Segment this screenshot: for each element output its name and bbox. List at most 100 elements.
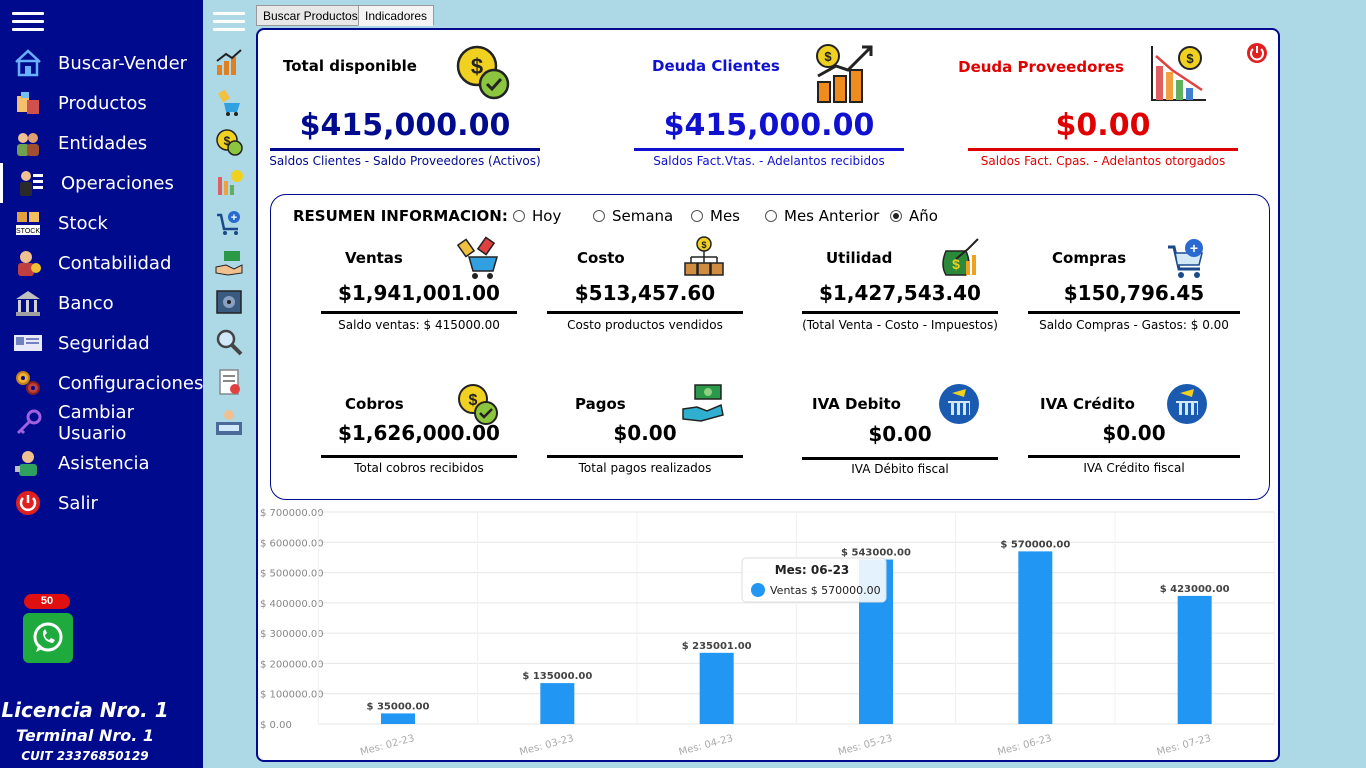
svg-text:+: +: [1190, 240, 1198, 256]
period-radio-ano[interactable]: Año: [890, 207, 938, 225]
card-title: Total disponible: [283, 57, 417, 75]
sidebar-item-configuraciones[interactable]: Configuraciones: [0, 363, 203, 403]
sidebar-item-buscar-vender[interactable]: Buscar-Vender: [0, 43, 203, 83]
checklist-icon[interactable]: [213, 366, 245, 398]
y-tick-label: $ 600000.00: [260, 538, 324, 549]
kpi-iva-credito: IVA Crédito $0.00 IVA Crédito fiscal: [1028, 384, 1240, 505]
sale-cart-icon[interactable]: [213, 86, 245, 118]
sidebar-item-banco[interactable]: Banco: [0, 283, 203, 323]
tax-icon: [936, 381, 982, 427]
money-bag-icon: $: [936, 235, 982, 281]
card-value: $0.00: [1055, 108, 1151, 143]
sidebar-item-label: Buscar-Vender: [58, 52, 188, 74]
radio-dot: [593, 210, 605, 222]
svg-text:$: $: [952, 256, 960, 272]
kpi-value: $0.00: [868, 422, 932, 446]
power-icon[interactable]: [1246, 42, 1268, 64]
svg-text:STOCK: STOCK: [16, 228, 40, 235]
sidebar-item-label: Banco: [58, 292, 114, 314]
x-tick-label: Mes: 02-23: [359, 733, 416, 758]
period-radio-hoy[interactable]: Hoy: [513, 207, 561, 225]
sidebar-item-label: Operaciones: [61, 172, 174, 194]
kpi-value: $1,626,000.00: [338, 421, 500, 445]
kpi-costo: Costo $ $513,457.60 Costo productos vend…: [547, 236, 743, 359]
sidebar-item-label: Asistencia: [58, 452, 150, 474]
cart-add-icon[interactable]: +: [213, 206, 245, 238]
kpi-iva-debito: IVA Debito $0.00 IVA Débito fiscal: [802, 384, 998, 505]
y-tick-label: $ 500000.00: [260, 569, 324, 580]
bar-data-label: $ 135000.00: [522, 671, 592, 682]
kpi-value: $1,941,001.00: [338, 281, 500, 305]
tab-buscar-productos[interactable]: Buscar Productos: [256, 5, 365, 26]
kpi-title: Pagos: [575, 395, 626, 413]
radio-label: Año: [909, 207, 938, 225]
period-radio-semana[interactable]: Semana: [593, 207, 673, 225]
key-icon: [12, 407, 44, 439]
sidebar-item-seguridad[interactable]: Seguridad: [0, 323, 203, 363]
sidebar-item-operaciones[interactable]: Operaciones: [0, 163, 203, 203]
kpi-subtitle: Total pagos realizados: [578, 461, 712, 475]
payment-hand-icon[interactable]: [213, 246, 245, 278]
y-tick-label: $ 300000.00: [260, 629, 324, 640]
cashier-icon[interactable]: [213, 406, 245, 438]
whatsapp-button[interactable]: [23, 613, 73, 663]
hamburger-menu-icon[interactable]: [12, 12, 44, 32]
kpi-subtitle: Costo productos vendidos: [567, 318, 723, 332]
kpi-ventas: Ventas $1,941,001.00 Saldo ventas: $ 415…: [321, 236, 517, 359]
safe-icon[interactable]: [213, 286, 245, 318]
sidebar-item-asistencia[interactable]: Asistencia: [0, 443, 203, 483]
x-tick-label: Mes: 05-23: [837, 733, 894, 758]
bar-data-label: $ 35000.00: [367, 701, 430, 712]
bar-data-label: $ 570000.00: [1000, 539, 1070, 550]
kpi-title: Utilidad: [826, 249, 893, 267]
radio-label: Mes Anterior: [784, 207, 880, 225]
bar: [1018, 551, 1053, 724]
sidebar-item-cambiar-usuario[interactable]: Cambiar Usuario: [0, 402, 203, 444]
kpi-subtitle: (Total Venta - Costo - Impuestos): [802, 318, 998, 332]
sidebar-item-label: Seguridad: [58, 332, 150, 354]
magnifier-icon[interactable]: [213, 326, 245, 358]
y-tick-label: $ 700000.00: [260, 508, 324, 519]
sidebar-item-contabilidad[interactable]: Contabilidad: [0, 243, 203, 283]
svg-text:$: $: [469, 392, 478, 409]
coin-check-icon[interactable]: $: [213, 126, 245, 158]
kpi-subtitle: IVA Crédito fiscal: [1083, 461, 1185, 475]
sidebar-item-label: Configuraciones: [58, 372, 204, 394]
down-chart-icon[interactable]: [213, 166, 245, 198]
kpi-divider: [547, 311, 743, 314]
period-radio-mes[interactable]: Mes: [691, 207, 740, 225]
period-radio-mes-anterior[interactable]: Mes Anterior: [765, 207, 879, 225]
card-total-disponible: Total disponible $ $415,000.00 Saldos Cl…: [258, 30, 558, 170]
radio-label: Semana: [612, 207, 674, 225]
tab-indicadores[interactable]: Indicadores: [358, 5, 435, 26]
kpi-title: IVA Debito: [812, 395, 901, 413]
sidebar-item-label: Cambiar Usuario: [58, 402, 134, 444]
assistance-icon: [12, 447, 44, 479]
sidebar-item-productos[interactable]: Productos: [0, 83, 203, 123]
terminal-label: Terminal Nro. 1: [15, 726, 155, 745]
radio-label: Hoy: [532, 207, 562, 225]
x-tick-label: Mes: 06-23: [996, 733, 1053, 758]
svg-text:$: $: [1186, 51, 1194, 66]
kpi-value: $0.00: [613, 421, 677, 445]
toolstrip-menu-icon[interactable]: [213, 12, 245, 32]
growth-chart-icon[interactable]: [213, 46, 245, 78]
bar-data-label: $ 423000.00: [1160, 584, 1230, 595]
x-tick-label: Mes: 04-23: [678, 733, 735, 758]
tooltip-legend-dot: [751, 583, 765, 597]
tooltip-title: Mes: 06-23: [775, 563, 850, 577]
summary-box: RESUMEN INFORMACION: Hoy Semana Mes Mes …: [270, 194, 1270, 500]
sidebar-item-label: Entidades: [58, 132, 148, 154]
bar-data-label: $ 235001.00: [682, 641, 752, 652]
sidebar-item-stock[interactable]: STOCK Stock: [0, 203, 203, 243]
y-tick-label: $ 400000.00: [260, 599, 324, 610]
radio-dot: [890, 210, 902, 222]
power-icon: [12, 487, 44, 519]
radio-dot: [513, 210, 525, 222]
kpi-title: Costo: [577, 249, 625, 267]
whatsapp-icon: [33, 622, 63, 652]
y-tick-label: $ 200000.00: [260, 659, 324, 670]
kpi-divider: [321, 311, 517, 314]
sidebar-item-entidades[interactable]: Entidades: [0, 123, 203, 163]
sidebar-item-salir[interactable]: Salir: [0, 483, 203, 523]
